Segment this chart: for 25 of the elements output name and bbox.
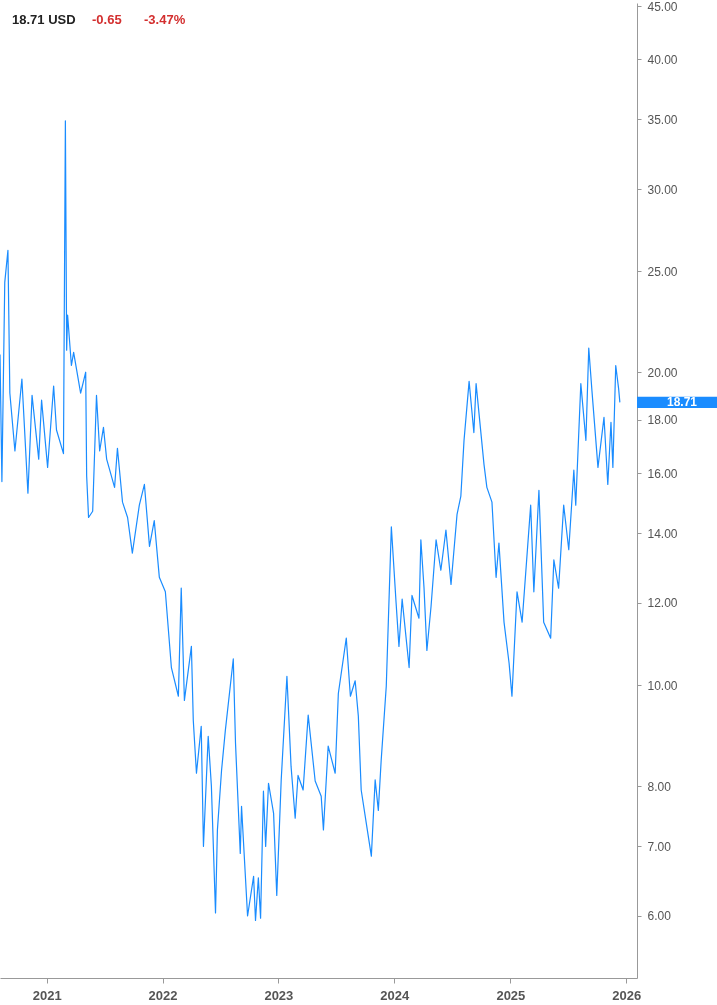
x-tick-label: 2022: [148, 987, 178, 1003]
y-tick-label: 35.00: [647, 113, 678, 127]
y-tick-label: 6.00: [647, 909, 672, 924]
y-tick-label: 40.00: [647, 52, 678, 67]
y-tick-label: 16.00: [647, 466, 678, 481]
y-tick-label: 12.00: [647, 596, 678, 611]
y-tick-label: 18.00: [647, 413, 678, 428]
y-tick-label: 25.00: [647, 264, 678, 279]
x-tick-label: 2021: [32, 987, 62, 1003]
y-tick-label: 10.00: [647, 678, 678, 693]
annotation: -0.65: [92, 12, 122, 27]
y-tick-label: 45.00: [647, 0, 678, 14]
annotation: -3.47%: [144, 12, 186, 27]
x-tick-label: 2025: [496, 987, 526, 1003]
text: 18.71 USD: [12, 12, 76, 27]
x-tick-label: 2024: [380, 987, 410, 1003]
y-tick-label: 20.00: [647, 365, 678, 380]
x-tick-label: 2023: [264, 987, 294, 1003]
y-tick-label: 7.00: [647, 839, 672, 854]
y-tick-label: 14.00: [647, 526, 678, 541]
line-series: [0, 120, 621, 922]
x-tick-label: 2026: [612, 987, 642, 1003]
y-tick-label: 30.00: [647, 182, 678, 197]
text: 18.71: [667, 395, 698, 410]
y-tick-label: 8.00: [647, 779, 672, 794]
